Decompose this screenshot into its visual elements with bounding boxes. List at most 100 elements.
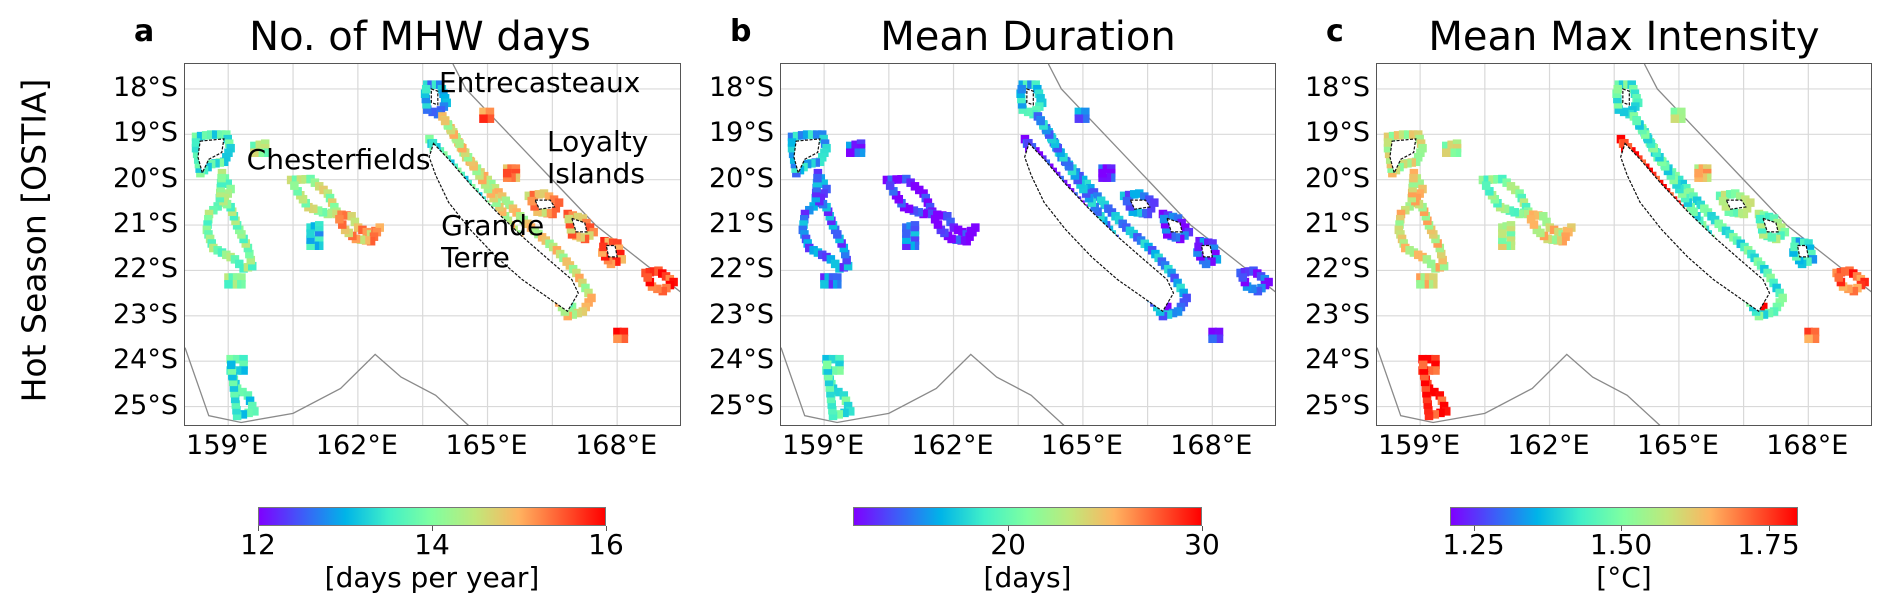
reef-cell <box>250 141 259 151</box>
reef-cell <box>1506 226 1516 235</box>
reef-cell <box>846 407 855 416</box>
reef-cell <box>1658 157 1667 167</box>
reef-cell <box>1529 220 1539 229</box>
reef-cell <box>1742 204 1752 213</box>
reef-cell <box>578 278 587 288</box>
reef-cell <box>1062 157 1071 167</box>
reef-cell <box>933 220 943 229</box>
reef-cell <box>1775 288 1784 298</box>
reef-cell <box>358 225 367 235</box>
reef-cell <box>1485 187 1494 196</box>
reef-cell <box>1506 231 1516 240</box>
reef-cell <box>353 223 363 232</box>
map-canvas <box>185 64 680 425</box>
reef-cell <box>440 116 450 126</box>
reef-cell <box>578 214 588 223</box>
map-frame <box>1376 63 1872 426</box>
reef-cell <box>1539 212 1548 221</box>
reef-cell <box>1084 193 1094 203</box>
reef-cell <box>1422 388 1431 398</box>
reef-cell <box>1106 173 1116 182</box>
reef-cell <box>534 190 544 199</box>
colorbar-tick-label: 12 <box>240 528 276 561</box>
reef-cell <box>1836 277 1846 287</box>
land-outline <box>1620 142 1771 313</box>
x-tick-label: 159°E <box>1378 430 1461 461</box>
reef-cell <box>938 211 947 220</box>
reef-cell <box>1430 410 1440 419</box>
reef-cell <box>1844 284 1853 294</box>
reef-cell <box>787 138 797 147</box>
reef-cell <box>1421 212 1431 221</box>
reef-cell <box>787 143 797 153</box>
y-tick-label: 23°S <box>1305 298 1370 330</box>
reef-cell <box>930 215 940 224</box>
reef-cell <box>1433 239 1442 248</box>
colorbar-tick-label: 20 <box>990 528 1026 561</box>
reef-cell <box>469 162 478 171</box>
reef-cell <box>502 164 512 173</box>
reef-cell <box>1161 225 1171 234</box>
reef-cell <box>228 273 238 282</box>
reef-cell <box>335 215 344 224</box>
reef-cell <box>435 80 445 89</box>
colorbar-tick-mark <box>1473 526 1475 531</box>
reef-cell <box>1799 238 1809 247</box>
reef-cell <box>224 148 233 157</box>
reef-cell <box>1059 153 1068 162</box>
reef-cell <box>1436 249 1446 259</box>
reef-cell <box>1214 334 1224 344</box>
reef-cell <box>1515 209 1524 219</box>
reef-cell <box>511 164 521 173</box>
reef-cell <box>1211 249 1220 259</box>
reef-cell <box>460 148 470 157</box>
reef-cell <box>226 354 235 364</box>
reef-cell <box>841 396 851 406</box>
reef-cell <box>1447 148 1456 157</box>
reef-cell <box>585 223 595 232</box>
reef-cell <box>1420 371 1429 381</box>
reef-cell <box>1081 107 1090 117</box>
reef-cell <box>823 207 833 216</box>
reef-cell <box>1632 116 1641 126</box>
reef-cell <box>241 239 251 248</box>
reef-cell <box>217 248 227 257</box>
reef-cell <box>1388 131 1398 141</box>
reef-cell <box>1070 171 1080 180</box>
eez-boundary <box>185 347 470 425</box>
y-tick-label: 18°S <box>709 71 774 103</box>
x-tick-label: 165°E <box>1636 430 1719 461</box>
reef-cell <box>902 241 911 250</box>
reef-cell <box>1424 411 1434 421</box>
reef-cell <box>1672 180 1681 189</box>
eez-boundary <box>1047 64 1275 293</box>
reef-cell <box>1407 188 1417 198</box>
panel-letter: b <box>730 14 752 49</box>
reef-cell <box>1383 138 1393 147</box>
reef-cell <box>1630 89 1640 98</box>
panel-letter: a <box>134 14 155 49</box>
reef-cell <box>882 175 892 185</box>
reef-cell <box>1435 263 1445 272</box>
reef-cell <box>1528 210 1538 219</box>
reef-cell <box>1419 207 1429 216</box>
land-outline <box>428 142 579 313</box>
reef-cell <box>286 175 296 185</box>
reef-cell <box>1240 267 1250 277</box>
reef-cell <box>1554 227 1563 237</box>
reef-cell <box>910 221 920 230</box>
map-canvas <box>781 64 1275 425</box>
reef-cell <box>1415 179 1424 188</box>
reef-cell <box>237 273 246 282</box>
reef-cell <box>1027 80 1036 89</box>
reef-cell <box>1102 164 1112 173</box>
reef-cell <box>1140 192 1149 201</box>
reef-cell <box>485 107 495 117</box>
reef-cell <box>1702 168 1712 178</box>
reef-cell <box>1415 134 1424 144</box>
reef-cell <box>551 204 561 213</box>
reef-cell <box>1195 236 1204 246</box>
reef-cell <box>1439 401 1449 411</box>
reef-cell <box>1429 273 1438 282</box>
reef-cell <box>927 209 937 219</box>
